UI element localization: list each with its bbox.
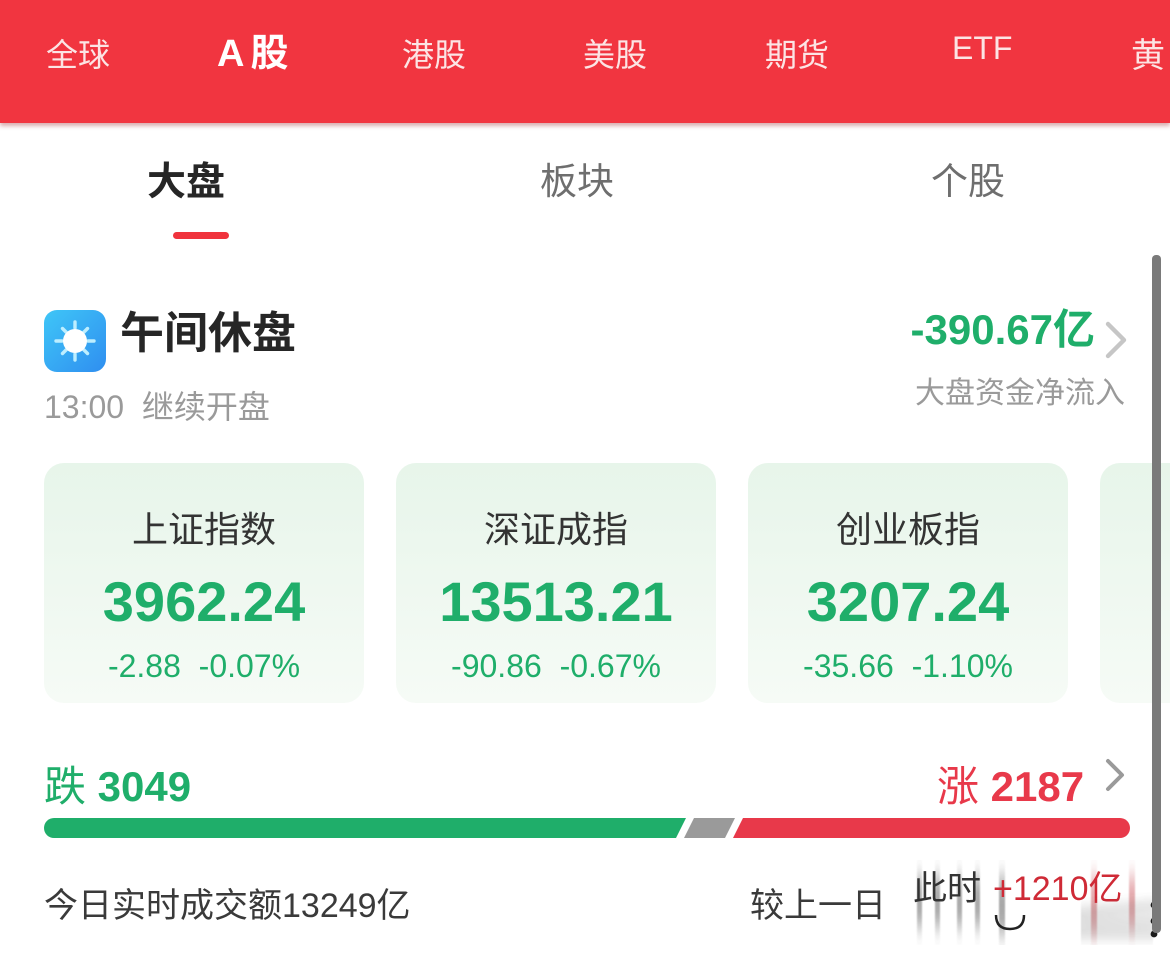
svg-text:此时: 此时 (913, 870, 981, 908)
svg-text:+1210亿: +1210亿 (993, 870, 1123, 908)
